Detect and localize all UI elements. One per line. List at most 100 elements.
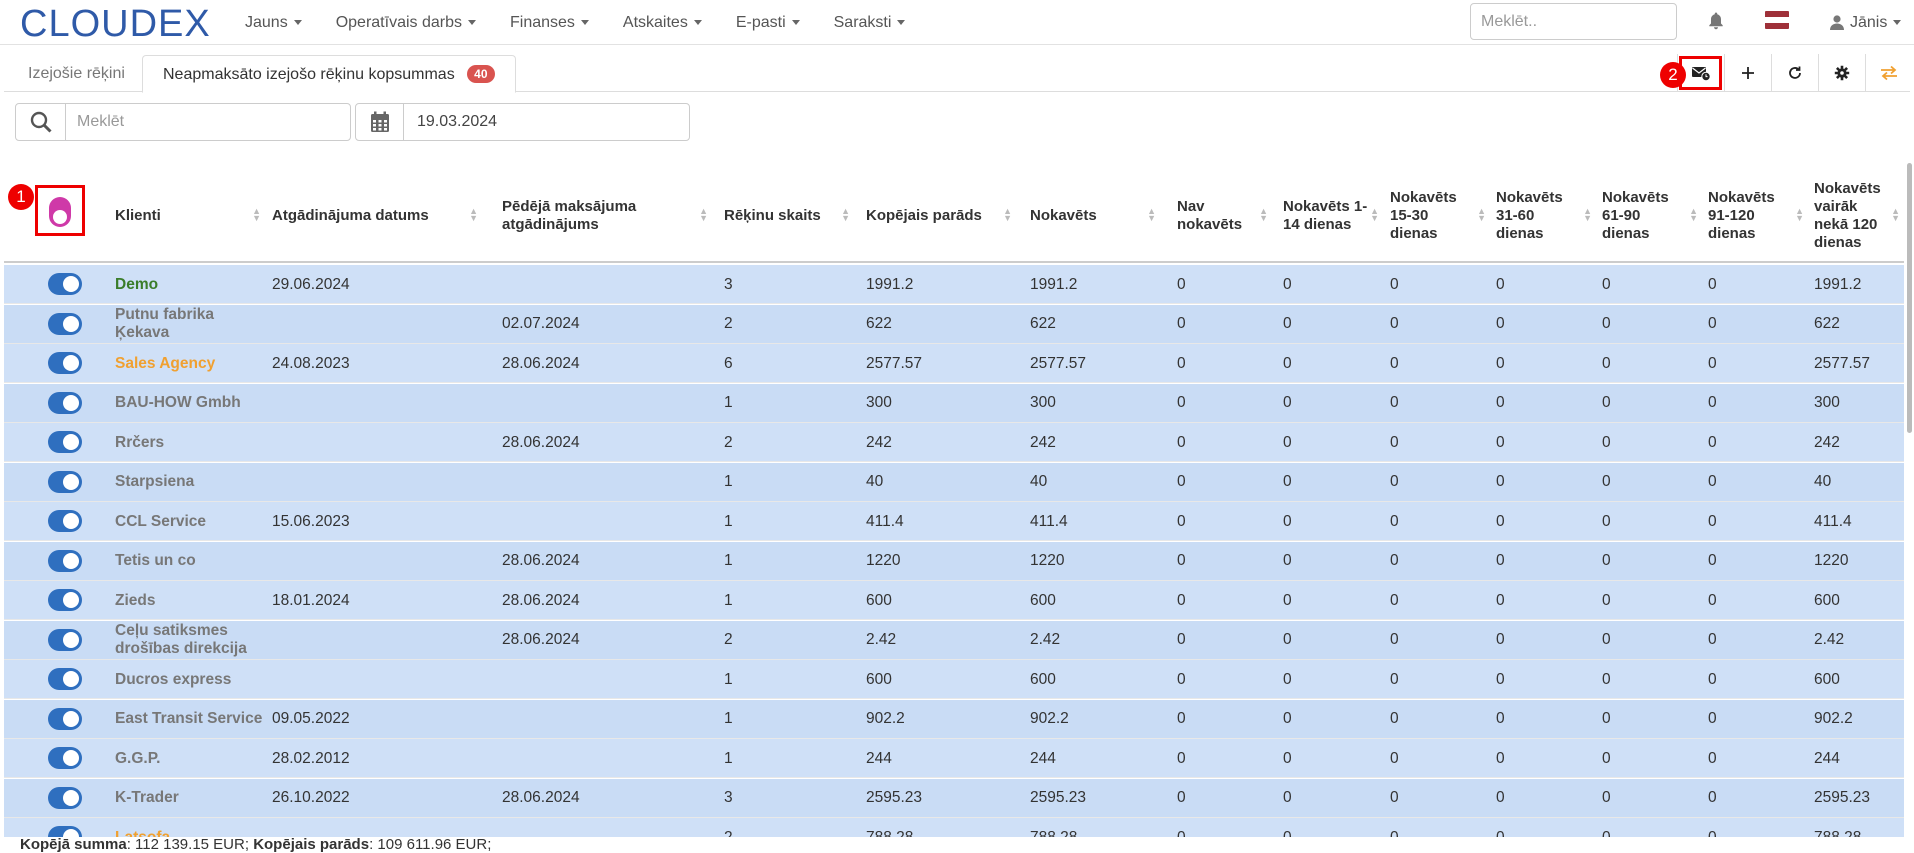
table-cell: 1220 [1814,552,1849,569]
row-select-toggle[interactable] [48,549,82,572]
sort-icon[interactable]: ▲ ▼ [841,206,850,223]
add-button[interactable] [1724,54,1771,92]
column-header[interactable]: Atgādinājuma datums ▲ ▼ [272,168,482,263]
table-row[interactable]: G.G.P. 28.02.2012 1 244 244 0 0 0 0 0 0 244 [4,739,1904,778]
table-row[interactable]: CCL Service 15.06.2023 1 411.4 411.4 0 0 0 0 0 0 41… [4,502,1904,541]
column-header[interactable]: Nokavēts ▲ ▼ [1030,168,1160,263]
language-flag-icon[interactable] [1765,11,1789,29]
app-logo[interactable]: CLOUDEX [20,3,211,45]
column-header[interactable]: Nokavēts 91-120 dienas ▲ ▼ [1708,168,1808,263]
sort-icon[interactable]: ▲ ▼ [1147,206,1156,223]
sort-icon[interactable]: ▲ ▼ [252,206,261,223]
date-filter[interactable]: 19.03.2024 [355,103,690,141]
tab-unpaid-totals[interactable]: Neapmaksāto izejošo rēķinu kopsummas 40 [142,55,516,93]
column-header[interactable]: Kopējais parāds ▲ ▼ [866,168,1016,263]
nav-menu-item[interactable]: E-pasti [719,0,817,45]
nav-menu-item[interactable]: Atskaites [606,0,719,45]
sort-icon[interactable]: ▲ ▼ [469,206,478,223]
column-header[interactable]: Nokavēts vairāk nekā 120 dienas ▲ ▼ [1814,168,1904,263]
client-name-link[interactable]: Starpsiena [115,473,195,490]
row-select-toggle[interactable] [48,273,82,295]
client-name-link[interactable]: Demo [115,275,159,293]
user-menu[interactable]: Jānis [1830,0,1902,45]
row-select-toggle[interactable] [48,431,82,453]
nav-menu-item[interactable]: Finanses [493,0,606,45]
sort-icon[interactable]: ▲ ▼ [1477,206,1486,223]
table-row[interactable]: Putnu fabrika Ķekava 02.07.2024 2 622 622 0 0 0… [4,304,1904,344]
table-cell [502,700,712,739]
calendar-icon[interactable] [356,104,404,140]
sort-icon[interactable]: ▲ ▼ [1689,206,1698,223]
search-icon[interactable] [16,104,66,140]
table-cell: 2595.23 [1030,789,1087,806]
sort-icon[interactable]: ▲ ▼ [1583,206,1592,223]
sort-icon[interactable]: ▲ ▼ [1795,206,1804,223]
client-name-link[interactable]: Ceļu satiksmes drošības direkcija [115,622,247,657]
sort-icon[interactable]: ▲ ▼ [1370,206,1379,223]
sort-icon[interactable]: ▲ ▼ [699,206,708,223]
table-search-input[interactable] [67,104,347,140]
table-cell: 0 [1496,749,1505,767]
table-row[interactable]: Zieds 18.01.2024 28.06.2024 1 600 600 0 0 0 0 0 0 60… [4,581,1904,620]
select-all-toggle[interactable] [35,185,85,236]
client-name-link[interactable]: K-Trader [115,789,179,806]
row-select-toggle[interactable] [48,470,82,493]
column-header[interactable]: Pēdējā maksājuma atgādinājums ▲ ▼ [502,168,712,263]
swap-button[interactable] [1865,54,1912,92]
client-name-link[interactable]: Ducros express [115,670,232,688]
sort-icon[interactable]: ▲ ▼ [1003,206,1012,223]
column-header[interactable]: Klienti ▲ ▼ [115,168,265,263]
global-search-input[interactable] [1470,3,1677,40]
client-name-link[interactable]: BAU-HOW Gmbh [115,394,241,411]
sort-icon[interactable]: ▲ ▼ [1259,206,1268,223]
column-header[interactable]: Nokavēts 61-90 dienas ▲ ▼ [1602,168,1702,263]
table-cell: 0 [1177,433,1186,451]
row-select-toggle[interactable] [48,312,82,335]
bell-icon[interactable] [1708,12,1724,30]
table-row[interactable]: Sales Agency 24.08.2023 28.06.2024 6 2577.57… [4,344,1904,383]
tab-outgoing-invoices[interactable]: Izejošie rēķini [8,55,145,92]
table-row[interactable]: East Transit Service 09.05.2022 1 902.2 902.… [4,699,1904,739]
client-name-link[interactable]: Zieds [115,591,156,609]
client-name-link[interactable]: CCL Service [115,512,207,530]
column-header[interactable]: Rēķinu skaits ▲ ▼ [724,168,854,263]
client-name-link[interactable]: Sales Agency [115,354,216,372]
client-name-link[interactable]: Rrčers [115,433,165,451]
nav-menu-item[interactable]: Operatīvais darbs [319,0,493,45]
row-select-toggle[interactable] [48,707,82,730]
column-header[interactable]: Nokavēts 1-14 dienas ▲ ▼ [1283,168,1383,263]
table-row[interactable]: Demo 29.06.2024 3 1991.2 1991.2 0 0 0 0 0 0 1991.2 [4,265,1904,304]
row-select-toggle[interactable] [48,786,82,809]
table-row[interactable]: Ceļu satiksmes drošības direkcija 28.06.2… [4,620,1904,660]
row-select-toggle[interactable] [48,747,82,769]
vertical-scrollbar[interactable] [1907,163,1912,433]
table-cell: 1991.2 [866,275,914,293]
settings-button[interactable] [1818,54,1865,92]
table-row[interactable]: Starpsiena 1 40 40 0 0 0 0 0 0 40 [4,462,1904,502]
table-cell: 0 [1283,631,1292,648]
refresh-button[interactable] [1771,54,1818,92]
column-header[interactable]: Nav nokavēts ▲ ▼ [1177,168,1272,263]
row-select-toggle[interactable] [48,589,82,611]
table-row[interactable]: BAU-HOW Gmbh 1 300 300 0 0 0 0 0 0 300 [4,383,1904,423]
row-select-toggle[interactable] [48,352,82,374]
column-header[interactable]: Nokavēts 15-30 dienas ▲ ▼ [1390,168,1490,263]
send-email-button[interactable] [1677,54,1724,92]
row-select-toggle[interactable] [48,510,82,532]
nav-menu-item[interactable]: Saraksti [817,0,923,45]
table-row[interactable]: Tetis un co 28.06.2024 1 1220 1220 0 0 0 0 0 0 1220 [4,541,1904,581]
column-header[interactable]: Nokavēts 31-60 dienas ▲ ▼ [1496,168,1596,263]
nav-menu-item[interactable]: Jauns [228,0,319,45]
client-name-link[interactable]: Putnu fabrika Ķekava [115,306,215,341]
sort-icon[interactable]: ▲ ▼ [1891,206,1900,223]
table-row[interactable]: Ducros express 1 600 600 0 0 0 0 0 0 600 [4,660,1904,699]
client-name-link[interactable]: East Transit Service [115,710,263,727]
row-select-toggle[interactable] [48,628,82,651]
table-cell: 0 [1602,354,1611,372]
row-select-toggle[interactable] [48,668,82,690]
client-name-link[interactable]: G.G.P. [115,749,161,767]
table-row[interactable]: Rrčers 28.06.2024 2 242 242 0 0 0 0 0 0 242 [4,423,1904,462]
table-row[interactable]: K-Trader 26.10.2022 28.06.2024 3 2595.23 2595… [4,778,1904,818]
client-name-link[interactable]: Tetis un co [115,552,196,569]
row-select-toggle[interactable] [48,391,82,414]
